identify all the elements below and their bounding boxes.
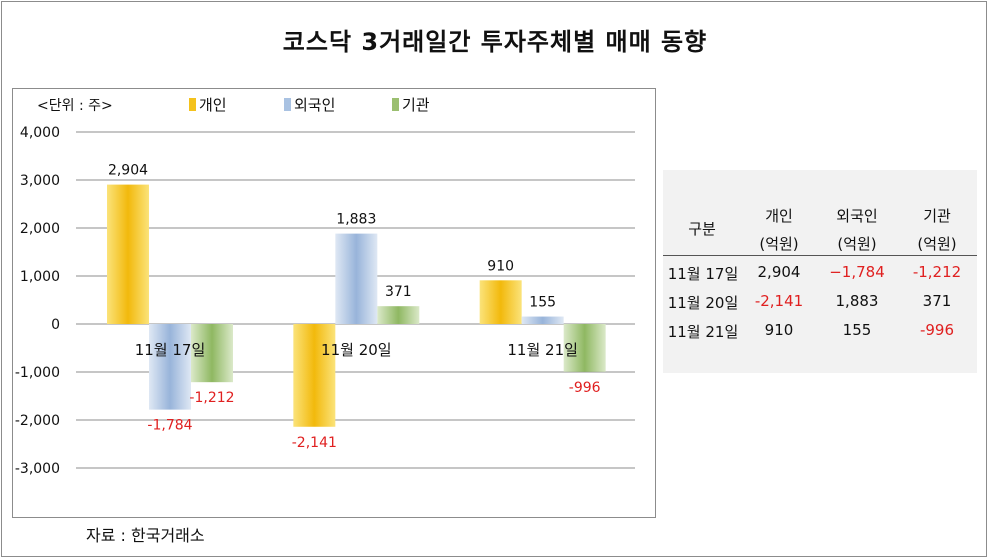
chart-panel: 4,000 3,000 2,000 1,000 0 -1,000 -2,000 -3,000 … [12,88,656,518]
table-cell-foreign: 1,883 [835,292,879,310]
data-label: 910 [487,258,514,274]
y-tick-label: 0 [51,317,60,333]
y-tick-label: 2,000 [20,221,60,237]
category-label: 11월 21일 [507,341,578,359]
bar [479,280,522,324]
legend-label: 기관 [402,96,430,114]
data-label: 1,883 [336,212,376,228]
summary-table [663,170,977,373]
legend-swatch [189,98,196,111]
table-cell-individual: 910 [764,321,794,339]
bar [107,184,149,324]
legend-swatch [392,98,399,111]
table-cell-institution: -996 [919,321,955,339]
category-labels: 11월 17일 11월 20일 11월 21일 [135,341,578,359]
bar [563,324,606,372]
y-tick-label: 3,000 [20,173,60,189]
legend-swatch [284,98,291,111]
bars [107,184,606,427]
y-tick-label: -2,000 [15,413,60,429]
legend-label: 개인 [199,96,227,114]
y-axis: 4,000 3,000 2,000 1,000 0 -1,000 -2,000 -3,000 [15,125,60,477]
data-label: -996 [569,380,601,396]
table-header-divider [663,255,977,256]
bar [293,324,336,427]
bar [149,324,191,410]
table-header-institution: 기관 [923,207,951,225]
source-note: 자료 : 한국거래소 [86,526,205,545]
table-row-date: 11월 17일 [667,265,739,283]
unit-label: <단위 : 주> [37,98,113,114]
data-label: 371 [385,284,412,300]
table-cell-institution: -1,212 [912,263,962,281]
table-header-individual: 개인 [765,207,793,225]
y-tick-label: 1,000 [20,269,60,285]
table-header-foreign: 외국인 [836,207,878,225]
page-title: 코스닥 3거래일간 투자주체별 매매 동향 [282,28,708,56]
table-row-date: 11월 21일 [667,323,739,341]
table-header-category: 구분 [688,220,716,238]
table-cell-foreign: 155 [842,321,872,339]
table-header-individual-unit: (억원) [759,235,799,253]
legend-label: 외국인 [294,96,335,114]
table-cell-institution: 371 [922,292,952,310]
data-label: 2,904 [108,163,148,179]
y-tick-label: -1,000 [15,365,60,381]
y-tick-label: -3,000 [15,461,60,477]
bar [521,316,564,324]
table-cell-individual: -2,141 [754,292,804,310]
table-cell-individual: 2,904 [757,263,801,281]
legend: <단위 : 주> 개인 외국인 기관 [37,96,430,114]
data-labels: 2,904 -1,784 -1,212 -2,141 1,883 371 910 155 -99… [108,163,601,451]
y-tick-label: 4,000 [20,125,60,141]
bar [191,324,233,383]
table-row-date: 11월 20일 [667,294,739,312]
table-header-institution-unit: (억원) [917,235,957,253]
data-label: -2,141 [292,435,337,451]
category-label: 11월 17일 [135,341,206,359]
data-label: -1,784 [147,418,192,434]
data-label: -1,212 [189,390,234,406]
category-label: 11월 20일 [321,341,392,359]
bar [335,233,378,324]
bar-chart: 4,0003,0002,0001,0000-1,000-2,000-3,000 … [15,96,635,477]
bar [377,306,420,324]
table-cell-foreign: −1,784 [829,263,885,281]
table-header-foreign-unit: (억원) [837,235,877,253]
data-label: 155 [529,295,556,311]
